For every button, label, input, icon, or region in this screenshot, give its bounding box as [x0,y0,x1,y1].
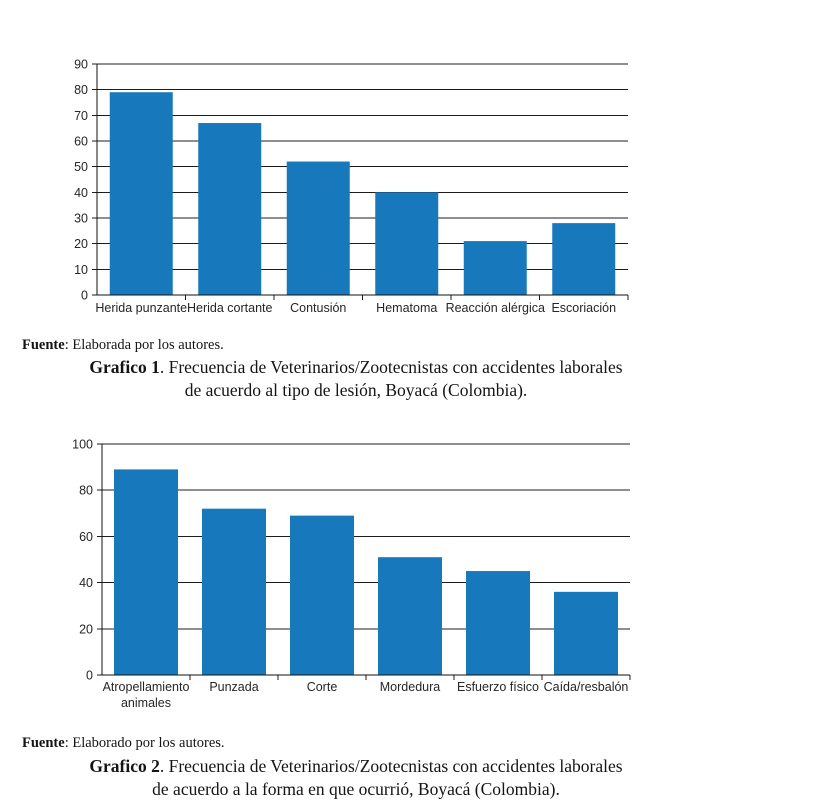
y-axis-tick-label: 80 [79,484,93,498]
y-axis-tick-label: 60 [79,530,93,544]
bar-0 [114,469,178,675]
y-axis-tick-label: 40 [79,576,93,590]
grafico-1-bar-chart: 0 10 20 30 40 50 60 70 80 90 Herida punzante Herida… [74,58,629,315]
x-axis-category-label: Hematoma [376,301,437,315]
grafico-1-caption-line1: Grafico 1. Frecuencia de Veterinarios/Zo… [0,356,712,379]
x-axis-category-label: Herida punzante [95,301,187,315]
bar-5 [552,223,616,295]
y-axis-tick-label: 100 [72,438,93,452]
bar-3 [378,557,442,675]
fuente-label-1: Fuente [22,337,65,353]
x-axis-category-label: animales [121,696,171,710]
y-axis-tick-label: 80 [74,83,88,97]
y-axis-tick-label: 10 [74,263,88,277]
y-axis-tick-label: 70 [74,109,88,123]
fuente-text-2: : Elaborado por los autores. [64,735,225,751]
x-axis-category-label: Esfuerzo físico [457,680,539,694]
x-axis-category-label: Atropellamiento [103,680,190,694]
grafico-1-caption-line2: de acuerdo al tipo de lesión, Boyacá (Co… [184,379,528,400]
y-axis-tick-label: 50 [74,160,88,174]
x-axis-category-label: Caída/resbalón [544,680,629,694]
x-axis-category-label: Escoriación [551,301,616,315]
bar-0 [109,92,173,295]
fuente-text-1: : Elaborada por los autores. [64,337,224,353]
grafico-1-caption: Grafico 1. Frecuencia de Veterinarios/Zo… [0,356,712,401]
grafico-2-caption-line1: Grafico 2. Frecuencia de Veterinarios/Zo… [0,755,712,778]
x-axis-category-label: Punzada [209,680,258,694]
grafico-2-caption-text: . Frecuencia de Veterinarios/Zootecnista… [159,756,623,776]
y-axis-tick-label: 20 [79,622,93,636]
y-axis-tick-label: 30 [74,212,88,226]
fuente-label-2: Fuente [22,735,65,751]
grafico-1-caption-text: . Frecuencia de Veterinarios/Zootecnista… [159,357,623,377]
bar-1 [202,508,266,675]
y-axis-tick-label: 20 [74,237,88,251]
y-axis-tick-label: 60 [74,135,88,149]
bar-5 [554,591,618,675]
y-axis-tick-label: 40 [74,186,88,200]
x-axis-category-label: Mordedura [380,680,440,694]
y-axis-tick-label: 0 [86,669,93,683]
grafico-2-caption: Grafico 2. Frecuencia de Veterinarios/Zo… [0,755,712,800]
bar-4 [463,241,527,295]
y-axis-tick-label: 0 [81,289,88,303]
grafico-2-caption-line2: de acuerdo a la forma en que ocurrió, Bo… [152,778,560,799]
x-axis-category-label: Contusión [290,301,346,315]
grafico-2-caption-number: Grafico 2 [89,756,160,776]
grafico-2-bar-chart: 0 20 40 60 80 100 Atropellamiento animales Punza… [72,438,631,710]
bar-2 [286,161,350,295]
x-axis-category-label: Corte [307,680,338,694]
fuente-note-1: Fuente: Elaborada por los autores. [22,337,224,354]
y-axis-tick-label: 90 [74,58,88,72]
grafico-1-caption-number: Grafico 1 [89,357,160,377]
x-axis-category-label: Herida cortante [187,301,273,315]
bar-3 [375,192,439,295]
bar-1 [198,123,262,296]
fuente-note-2: Fuente: Elaborado por los autores. [22,735,225,752]
bar-4 [466,571,530,675]
bar-2 [290,515,354,675]
x-axis-category-label: Reacción alérgica [446,301,545,315]
